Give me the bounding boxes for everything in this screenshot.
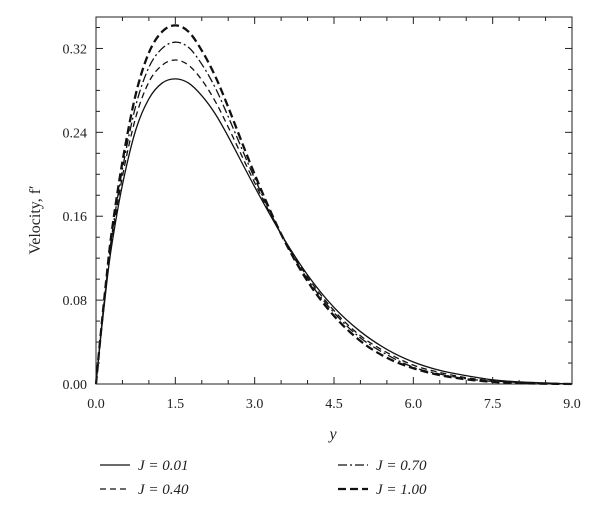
y-tick-label: 0.00	[63, 378, 88, 393]
legend-label-1: J = 0.01	[138, 458, 189, 474]
curves	[94, 24, 573, 386]
series-line-3	[95, 41, 573, 385]
x-tick-label: 0.0	[87, 397, 105, 412]
x-tick-label: 3.0	[246, 397, 264, 412]
series-line-4	[94, 24, 573, 386]
series-line-2	[95, 59, 573, 385]
legend-label-3: J = 0.70	[376, 458, 427, 474]
x-tick-label: 1.5	[167, 397, 185, 412]
y-tick-label: 0.24	[63, 126, 88, 141]
y-axis-title: Velocity, f′	[27, 185, 44, 254]
y-tick-label: 0.08	[63, 294, 88, 309]
y-tick-label: 0.32	[63, 42, 88, 57]
plot-border	[95, 16, 573, 385]
legend-label-4: J = 1.00	[376, 482, 427, 498]
legend-label-2: J = 0.40	[138, 482, 189, 498]
x-tick-label: 6.0	[405, 397, 423, 412]
x-axis-title: y	[327, 426, 337, 443]
x-tick-label: 9.0	[563, 397, 581, 412]
x-tick-label: 7.5	[484, 397, 502, 412]
axes: 0.0 1.5 3.0 4.5 6.0 7.5 9.0 0.00 0.08 0.16 0.24 0.3…	[63, 17, 581, 412]
series-line-1	[95, 78, 573, 385]
plot-frame	[95, 16, 573, 385]
y-tick-label: 0.16	[63, 210, 88, 225]
legend: J = 0.01 J = 0.40 J = 0.70 J = 1.00	[100, 458, 427, 498]
x-tick-label: 4.5	[325, 397, 343, 412]
